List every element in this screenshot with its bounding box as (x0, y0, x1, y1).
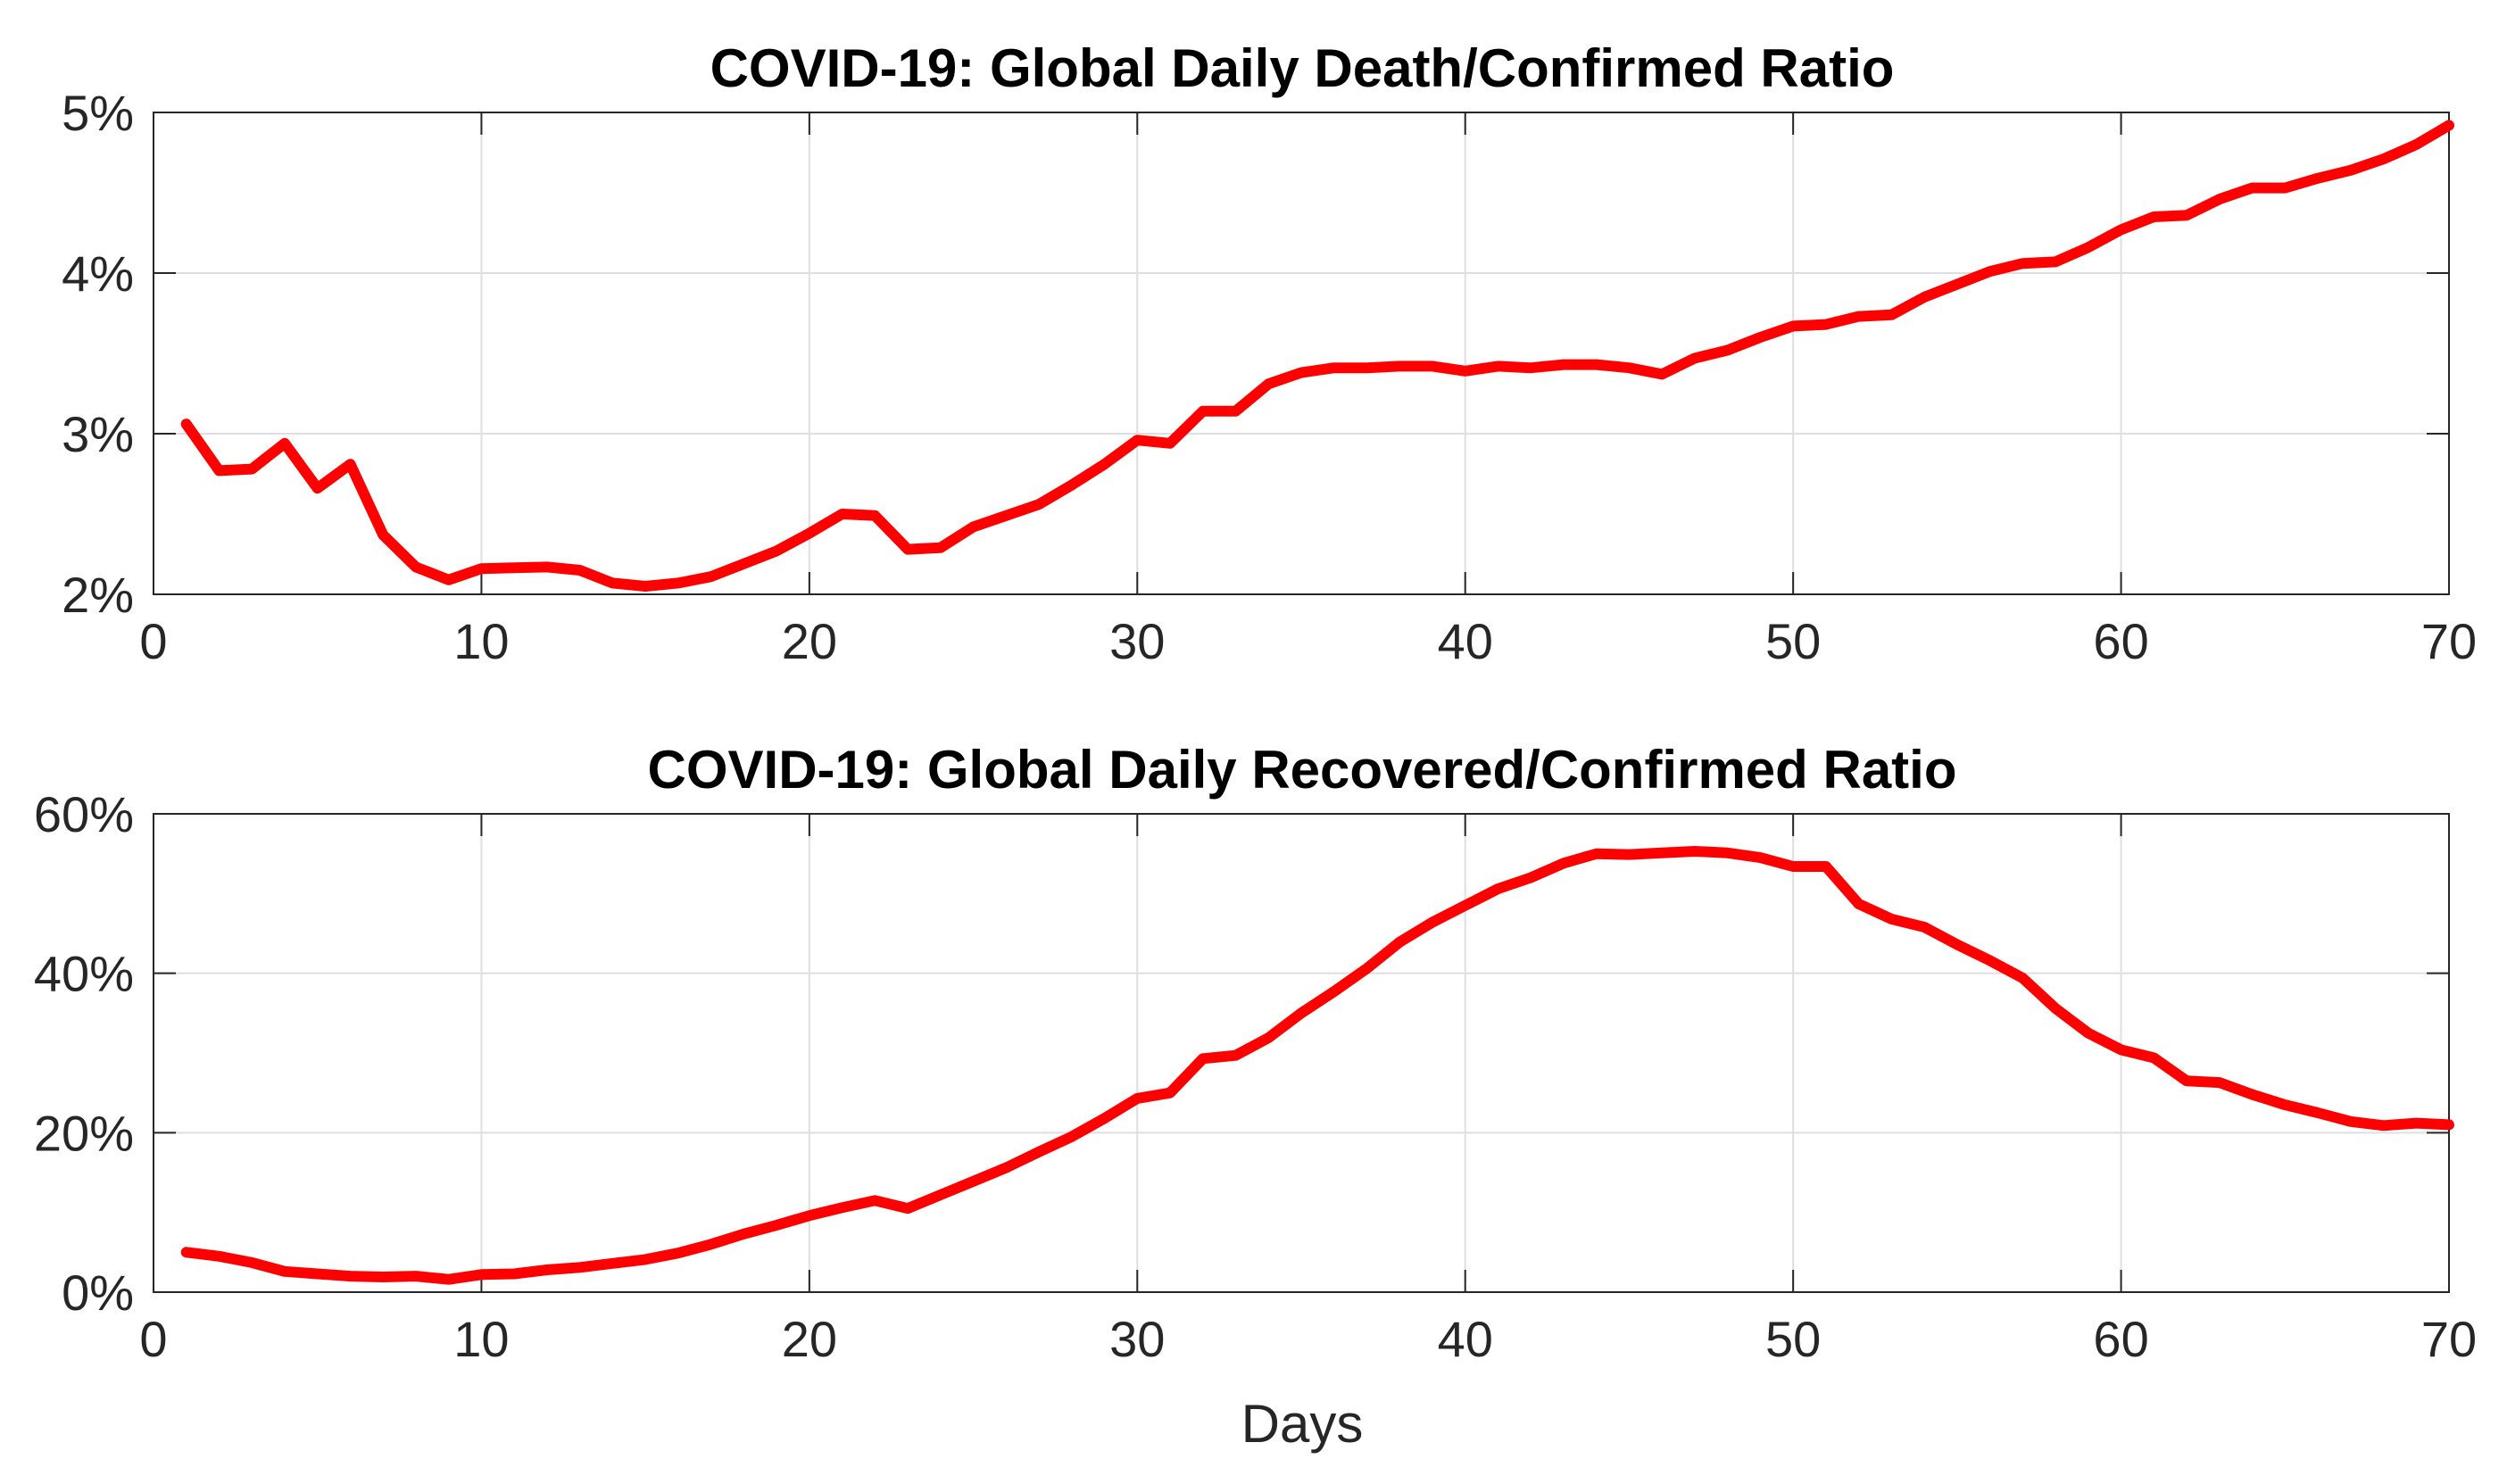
x-tick-label: 70 (2421, 613, 2477, 669)
series-line (180, 846, 2454, 1285)
chart-death-ratio: COVID-19: Global Daily Death/Confirmed R… (62, 38, 2477, 669)
y-tick-label: 5% (62, 85, 134, 141)
x-tick-labels: 0 10 20 30 40 50 60 70 (139, 613, 2477, 669)
y-tick-label: 3% (62, 406, 134, 462)
x-tick-label: 30 (1109, 1311, 1165, 1367)
x-tick-label: 40 (1438, 613, 1493, 669)
y-tick-label: 60% (34, 786, 134, 842)
x-tick-label: 20 (782, 613, 837, 669)
x-tick-labels: 0 10 20 30 40 50 60 70 (139, 1311, 2477, 1367)
y-tick-label: 2% (62, 567, 134, 623)
y-tick-labels: 2% 3% 4% 5% (62, 85, 134, 623)
y-tick-label: 0% (62, 1264, 134, 1321)
plot-frame (153, 112, 2450, 595)
series-group (180, 120, 2454, 592)
y-tick-label: 20% (34, 1105, 134, 1161)
x-tick-label: 10 (453, 1311, 509, 1367)
y-tick-labels: 0% 20% 40% 60% (34, 786, 134, 1321)
series-line (180, 120, 2454, 592)
x-tick-label: 40 (1438, 1311, 1493, 1367)
chart-title: COVID-19: Global Daily Death/Confirmed R… (710, 38, 1895, 98)
x-axis-label: Days (1241, 1394, 1364, 1454)
plot-frame (153, 813, 2450, 1293)
x-tick-label: 60 (2093, 613, 2148, 669)
x-tick-label: 60 (2093, 1311, 2148, 1367)
x-tick-label: 10 (453, 613, 509, 669)
chart-recovered-ratio: COVID-19: Global Daily Recovered/Confirm… (34, 740, 2477, 1454)
y-tick-label: 40% (34, 946, 134, 1002)
y-tick-label: 4% (62, 245, 134, 302)
x-tick-label: 50 (1765, 1311, 1821, 1367)
x-tick-label: 0 (139, 613, 167, 669)
x-tick-label: 0 (139, 1311, 167, 1367)
x-tick-label: 30 (1109, 613, 1165, 669)
x-tick-label: 70 (2421, 1311, 2477, 1367)
x-tick-label: 50 (1765, 613, 1821, 669)
x-tick-label: 20 (782, 1311, 837, 1367)
series-group (180, 846, 2454, 1285)
chart-title: COVID-19: Global Daily Recovered/Confirm… (648, 740, 1957, 800)
